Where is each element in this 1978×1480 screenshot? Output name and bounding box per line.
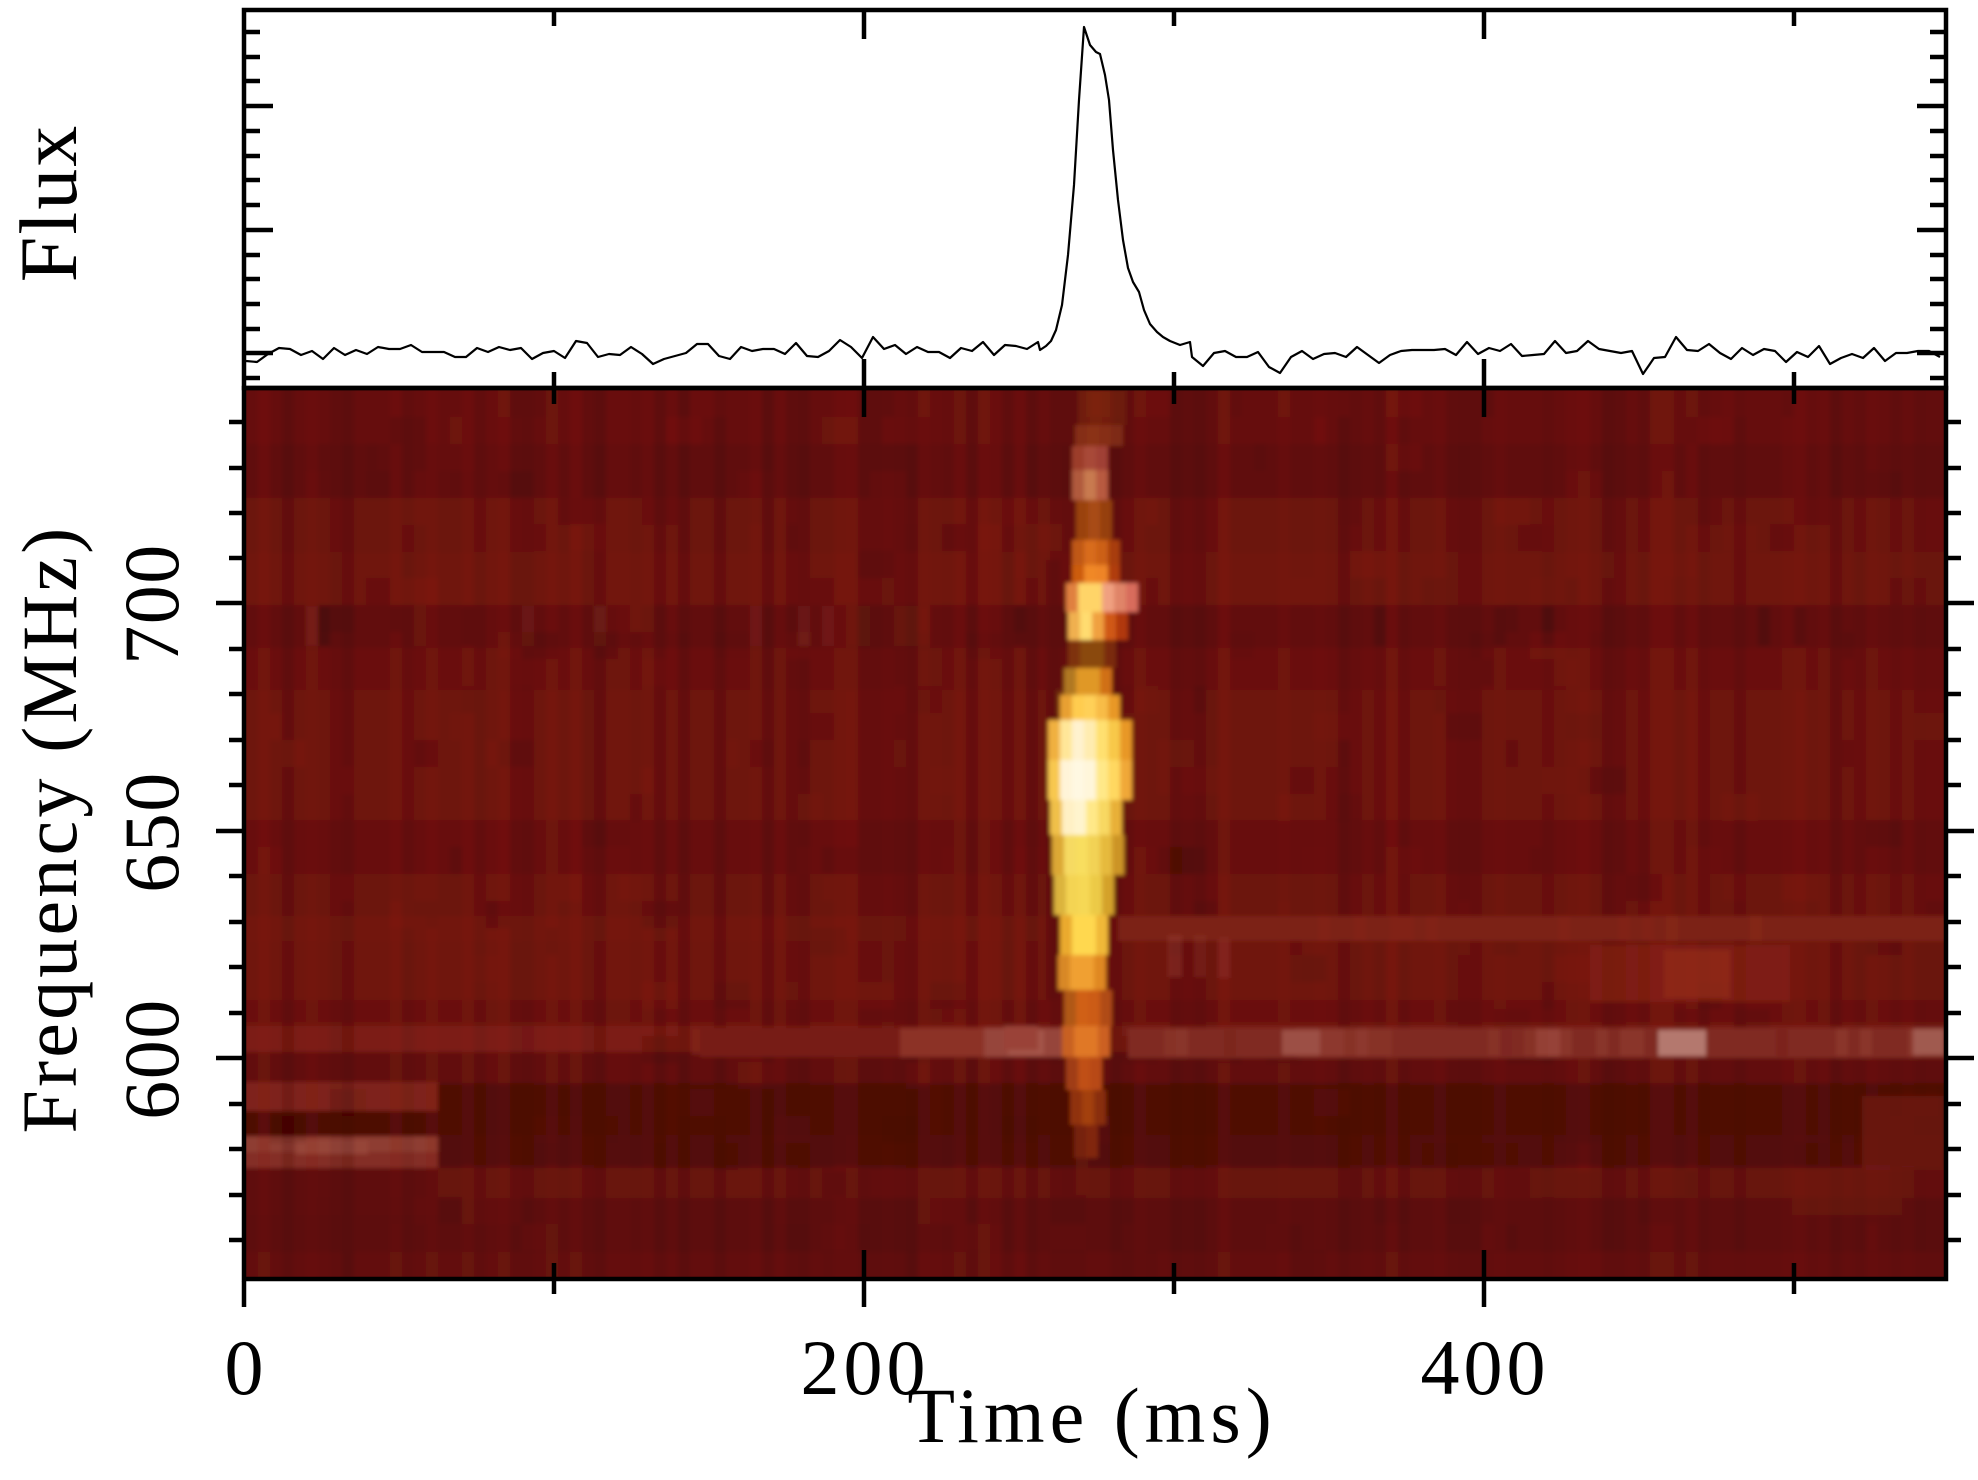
svg-text:400: 400 <box>1421 1324 1550 1411</box>
svg-text:650: 650 <box>108 771 195 893</box>
svg-text:600: 600 <box>108 998 195 1120</box>
svg-text:700: 700 <box>108 543 195 665</box>
svg-text:200: 200 <box>801 1324 930 1411</box>
svg-text:Frequency (MHz): Frequency (MHz) <box>6 525 93 1134</box>
svg-text:Flux: Flux <box>3 124 94 282</box>
svg-text:Time (ms): Time (ms) <box>907 1372 1276 1459</box>
svg-text:0: 0 <box>225 1324 264 1411</box>
